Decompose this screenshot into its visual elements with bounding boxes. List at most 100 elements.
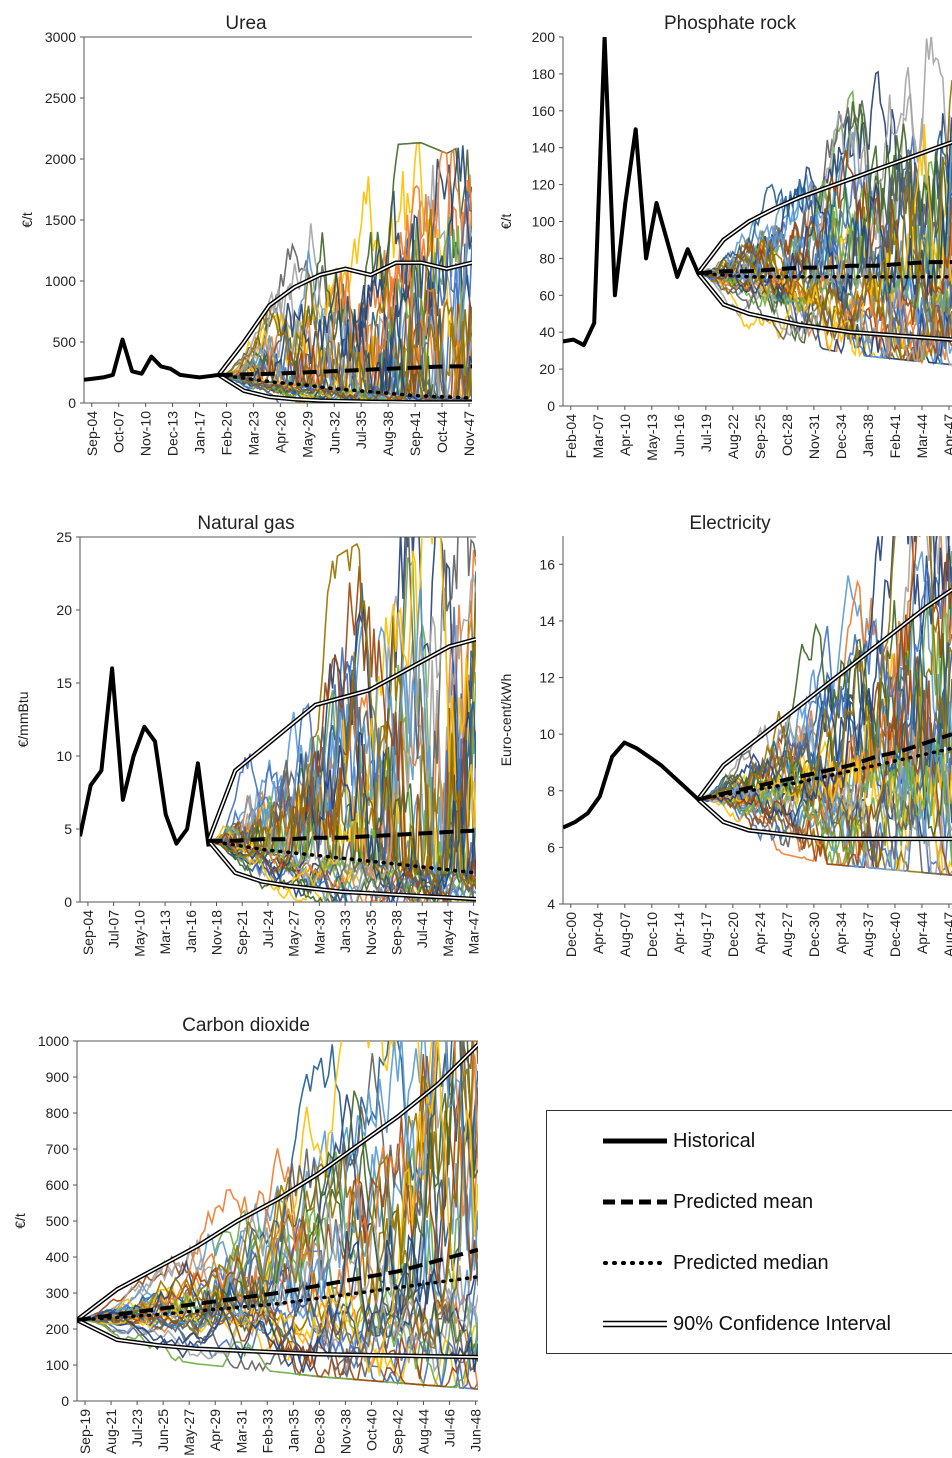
y-tick-label: 60 <box>539 287 555 303</box>
y-tick-label: 100 <box>46 1357 70 1373</box>
simulation-line <box>208 542 476 891</box>
y-tick-label: 8 <box>547 783 555 799</box>
simulation-line <box>697 743 952 867</box>
chart-title: Natural gas <box>197 513 294 534</box>
ci-core <box>697 272 952 341</box>
y-tick-label: 0 <box>61 1393 69 1409</box>
predicted-median-line <box>77 1275 478 1322</box>
x-tick-label: May-27 <box>286 910 302 957</box>
y-tick-label: 1000 <box>45 273 76 289</box>
historical-line <box>563 740 700 830</box>
simulation-line <box>77 1131 478 1372</box>
y-tick-label: 0 <box>64 894 72 910</box>
x-tick-label: Aug-38 <box>380 411 396 456</box>
ci-core <box>77 1044 478 1321</box>
simulation-line <box>697 566 952 804</box>
simulation-line <box>208 606 476 902</box>
x-tick-label: Mar-23 <box>245 411 261 456</box>
x-tick-label: Sep-19 <box>77 1409 93 1454</box>
x-tick-label: Mar-07 <box>590 414 606 459</box>
y-tick-label: 25 <box>56 529 72 545</box>
y-tick-label: 20 <box>56 602 72 618</box>
x-tick-label: Nov-35 <box>363 910 379 955</box>
y-tick-label: 15 <box>56 675 72 691</box>
historical-line <box>80 666 211 847</box>
x-tick-label: Oct-40 <box>363 1409 379 1451</box>
y-tick-label: 900 <box>46 1069 70 1085</box>
chart-title: Phosphate rock <box>664 13 797 34</box>
x-tick-label: Sep-04 <box>84 411 100 456</box>
predicted-median-line <box>696 271 952 279</box>
x-tick-label: Nov-38 <box>337 1409 353 1454</box>
x-tick-label: Jan-17 <box>192 411 208 454</box>
simulation-line <box>698 161 952 350</box>
y-tick-label: 10 <box>539 726 555 742</box>
x-tick-label: Sep-21 <box>234 910 250 955</box>
chart-panel: Carbon dioxide 0 100 200 300 400 500 600 700 800 9… <box>12 1015 484 1456</box>
simulation-line <box>697 704 952 830</box>
simulation-line <box>698 732 952 876</box>
plot-area <box>80 537 476 902</box>
x-tick-label: Mar-44 <box>914 414 930 459</box>
y-tick-label: 120 <box>532 177 556 193</box>
x-tick-label: Sep-25 <box>752 414 768 459</box>
simulation-line <box>208 753 476 902</box>
simulation-line <box>77 1041 478 1347</box>
simulation-line <box>697 536 952 801</box>
y-tick-label: 180 <box>532 66 556 82</box>
ci-core <box>207 840 476 900</box>
x-tick-label: Mar-13 <box>157 910 173 955</box>
y-tick-label: 700 <box>46 1141 70 1157</box>
x-tick-label: Apr-29 <box>207 1409 223 1451</box>
x-tick-label: Dec-40 <box>887 912 903 957</box>
y-axis-label: Euro-cent/kWh <box>498 674 514 767</box>
x-tick-label: Apr-26 <box>272 411 288 453</box>
chart-panel: Urea 0 500 1000 1500 2000 2500 3000 €/t Sep-04 Oct… <box>19 13 477 458</box>
x-tick-label: Apr-10 <box>617 414 633 456</box>
y-tick-label: 500 <box>53 334 77 350</box>
y-axis-label: €/t <box>19 212 35 228</box>
x-tick-label: May-44 <box>440 910 456 957</box>
y-tick-label: 500 <box>46 1213 70 1229</box>
x-tick-label: Jan-33 <box>337 910 353 953</box>
historical-line <box>563 37 700 348</box>
y-tick-label: 16 <box>539 556 555 572</box>
y-tick-label: 400 <box>46 1249 70 1265</box>
simulation-line <box>77 1041 478 1325</box>
historical-line-swatch <box>603 1138 667 1144</box>
plot-area <box>563 37 952 366</box>
y-tick-label: 80 <box>539 250 555 266</box>
simulation-line <box>698 80 952 342</box>
legend-item-median: Predicted median <box>601 1248 829 1278</box>
y-tick-label: 800 <box>46 1105 70 1121</box>
predicted-median-line <box>696 746 952 802</box>
x-tick-label: Sep-42 <box>389 1409 405 1454</box>
x-tick-label: Jul-35 <box>353 411 369 449</box>
y-tick-label: 200 <box>532 29 556 45</box>
chart-legend: Historical Predicted mean Predicted medi… <box>546 1110 952 1354</box>
y-tick-label: 4 <box>547 896 555 912</box>
x-tick-label: Jul-41 <box>414 910 430 948</box>
x-tick-label: Sep-04 <box>80 910 96 955</box>
ci-core <box>697 798 952 840</box>
x-tick-label: Jul-23 <box>129 1409 145 1447</box>
simulation-line <box>218 190 472 402</box>
simulation-line <box>77 1230 478 1373</box>
x-tick-label: Aug-47 <box>941 912 952 957</box>
chart-panel: Natural gas 0 5 10 15 20 25 €/mmBtu Sep-04 Jul-07… <box>15 513 482 957</box>
x-tick-label: Mar-47 <box>466 910 482 955</box>
x-tick-label: Jul-24 <box>260 910 276 948</box>
predicted-mean-line <box>697 732 952 802</box>
legend-label-historical: Historical <box>673 1129 756 1152</box>
ci-core <box>77 1319 478 1358</box>
legend-item-ci: 90% Confidence Interval <box>601 1309 891 1339</box>
x-tick-label: Apr-14 <box>671 912 687 954</box>
simulation-line <box>218 142 472 377</box>
y-tick-label: 12 <box>539 670 555 686</box>
x-tick-label: Jul-07 <box>106 910 122 948</box>
x-tick-label: Aug-27 <box>779 912 795 957</box>
simulation-line <box>698 123 952 344</box>
x-tick-label: Dec-13 <box>165 411 181 456</box>
y-tick-label: 200 <box>46 1321 70 1337</box>
y-tick-label: 3000 <box>45 29 76 45</box>
